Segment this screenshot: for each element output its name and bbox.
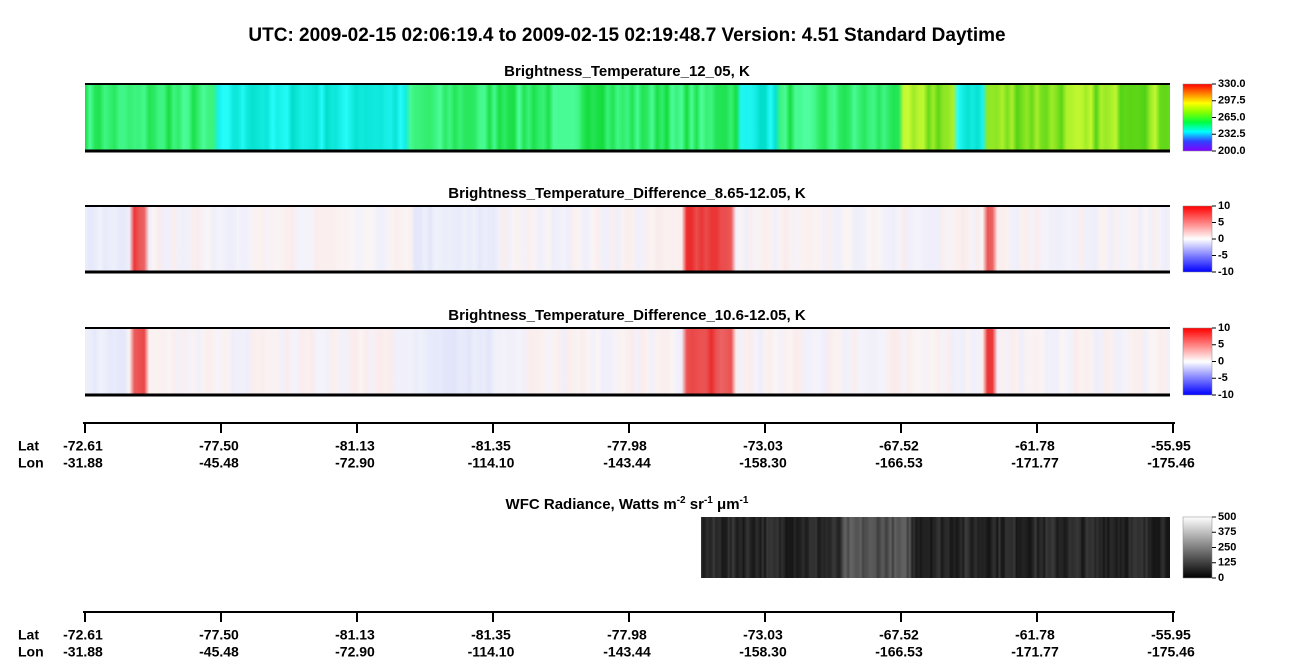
colorbar-tick-label: 232.5 [1218,128,1246,140]
colorbar [1182,516,1213,579]
lat-label: -72.61 [63,438,103,454]
lon-label: -31.88 [63,455,103,471]
image [701,517,1170,578]
colorbar [1182,327,1213,396]
panel-title: WFC Radiance, Watts m-2 sr-1 μm-1 [506,495,749,513]
colorbar-tick-label: 500 [1218,511,1236,523]
row-label: Lon [18,455,44,471]
lat-label: -73.03 [743,627,783,643]
lon-label: -158.30 [739,644,787,660]
panel-title: Brightness_Temperature_Difference_8.65-1… [448,185,806,202]
row-label: Lon [18,644,44,660]
lon-label: -114.10 [468,455,515,471]
lat-label: -55.95 [1151,627,1191,643]
title-text: WFC Radiance, Watts m [506,496,677,513]
lon-label: -45.48 [199,455,239,471]
colorbar-tick-label: -10 [1218,389,1234,401]
image [85,328,1170,395]
lat-label: -67.52 [879,627,919,643]
colorbar-tick-label: 10 [1218,200,1230,212]
lat-label: -81.13 [335,438,375,454]
lon-label: -114.10 [468,644,515,660]
lat-label: -61.78 [1015,438,1055,454]
lon-label: -171.77 [1011,455,1059,471]
lon-label: -166.53 [875,644,923,660]
lat-label: -61.78 [1015,627,1055,643]
colorbar-tick-label: 5 [1218,339,1224,351]
colorbar-tick-label: 330.0 [1218,78,1246,90]
page-title: UTC: 2009-02-15 02:06:19.4 to 2009-02-15… [248,25,1005,46]
colorbar [1182,205,1213,273]
lat-label: -55.95 [1151,438,1191,454]
colorbar-tick-label: 125 [1218,557,1236,569]
colorbar-tick-label: 0 [1218,233,1224,245]
colorbar-tick-label: 0 [1218,355,1224,367]
title-sup: -1 [704,495,713,506]
lon-label: -72.90 [335,644,375,660]
lat-label: -77.50 [199,438,239,454]
colorbar-tick-label: 0 [1218,572,1224,584]
image [85,84,1170,151]
colorbar-tick-label: -10 [1218,266,1234,278]
row-label: Lat [18,438,39,454]
panel-title: Brightness_Temperature_Difference_10.6-1… [448,307,806,324]
title-text: sr [686,496,705,513]
colorbar-tick-label: 200.0 [1218,145,1246,157]
colorbar-tick-label: 250 [1218,541,1236,553]
lat-label: -77.50 [199,627,239,643]
lon-label: -158.30 [739,455,787,471]
lon-label: -175.46 [1147,455,1195,471]
lon-label: -72.90 [335,455,375,471]
colorbar-tick-label: -5 [1218,372,1228,384]
title-sup: -2 [677,495,686,506]
image [85,206,1170,272]
lat-label: -73.03 [743,438,783,454]
lat-label: -67.52 [879,438,919,454]
lat-label: -81.35 [471,438,511,454]
colorbar-tick-label: 297.5 [1218,95,1246,107]
lon-label: -45.48 [199,644,239,660]
colorbar-tick-label: 5 [1218,216,1224,228]
panel-title: Brightness_Temperature_12_05, K [504,63,750,80]
colorbar-tick-label: -5 [1218,249,1228,261]
row-label: Lat [18,627,39,643]
lat-label: -77.98 [607,438,647,454]
lon-label: -143.44 [603,644,651,660]
colorbar [1182,83,1213,152]
lon-label: -171.77 [1011,644,1059,660]
lon-label: -175.46 [1147,644,1195,660]
lon-label: -166.53 [875,455,923,471]
lon-label: -31.88 [63,644,103,660]
colorbar-tick-label: 10 [1218,322,1230,334]
lat-label: -81.13 [335,627,375,643]
title-text: μm [713,496,740,513]
colorbar-tick-label: 265.0 [1218,111,1246,123]
lat-label: -72.61 [63,627,103,643]
title-sup: -1 [740,495,749,506]
lat-label: -81.35 [471,627,511,643]
lon-label: -143.44 [603,455,651,471]
colorbar-tick-label: 375 [1218,526,1236,538]
lat-label: -77.98 [607,627,647,643]
